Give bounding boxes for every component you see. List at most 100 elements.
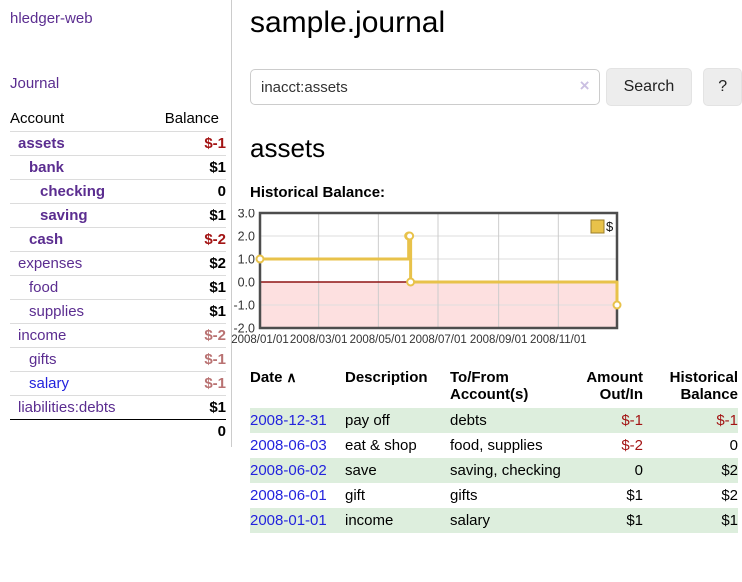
svg-text:3.0: 3.0 [238,209,255,221]
help-button[interactable]: ? [703,68,742,106]
svg-text:-2.0: -2.0 [233,322,255,336]
account-link[interactable]: liabilities:debts [18,399,116,416]
account-cell: gifts [10,348,118,372]
svg-text:-1.0: -1.0 [233,299,255,313]
account-link[interactable]: bank [29,159,65,176]
account-balance: $1 [209,279,226,296]
account-cell: liabilities:debts [10,396,118,420]
accounts-cell: food, supplies [450,437,543,454]
date-cell: 2008-06-01 [250,483,345,508]
account-row: gifts $-1 [10,347,226,372]
amount-cell: $1 [626,487,643,504]
account-link[interactable]: income [18,327,67,344]
register-table: Date ∧ Description To/From Account(s) Amount… [250,367,738,533]
account-link[interactable]: cash [29,231,64,248]
data-point-marker [405,231,415,241]
sidebar: hledger-web Journal Account Balance asse… [0,0,232,447]
register-col-label: Amount [586,369,643,386]
account-link[interactable]: supplies [29,303,85,320]
account-row: food $1 [10,275,226,300]
accounts-total-row: 0 [10,419,226,443]
chart-title: Historical Balance: [250,184,386,201]
date-link[interactable]: 2008-01-01 [250,512,327,529]
balance-cell: $-1 [716,412,738,429]
balance-cell: 0 [729,437,738,454]
register-col-header: Amount Out/In [572,367,643,408]
legend-swatch [590,219,605,234]
account-balance: $1 [209,159,226,176]
account-heading: assets [250,133,326,163]
register-col-header[interactable]: Date ∧ [250,367,345,408]
page-title: sample.journal [250,6,446,39]
amount-cell: $1 [626,512,643,529]
account-balance: $-1 [204,375,226,392]
account-link[interactable]: salary [29,375,70,392]
account-balance: $1 [209,399,226,416]
amount-cell: $-1 [621,412,643,429]
register-col-label: To/From [450,369,509,386]
accounts-cell: debts [450,412,487,429]
clear-search-icon[interactable]: × [579,76,590,95]
account-cell: bank [10,156,118,180]
date-link[interactable]: 2008-06-01 [250,487,327,504]
account-cell: salary [10,372,118,396]
search-button[interactable]: Search [605,68,693,106]
date-cell: 2008-06-02 [250,458,345,483]
account-link[interactable]: assets [18,135,65,152]
register-row: 2008-06-01 gift gifts $1 $2 [250,483,738,508]
data-point-marker [612,300,622,310]
account-cell: expenses [10,252,118,276]
amount-cell: $-2 [621,437,643,454]
search-input[interactable] [250,69,600,105]
account-link[interactable]: food [29,279,59,296]
account-row: bank $1 [10,155,226,180]
account-link[interactable]: saving [40,207,88,224]
account-link[interactable]: gifts [29,351,57,368]
register-col-header: Description [345,367,450,408]
account-balance: $-2 [204,327,226,344]
account-link[interactable]: expenses [18,255,83,272]
date-cell: 2008-01-01 [250,508,345,533]
register-col-label: Account(s) [450,386,529,403]
account-row: cash $-2 [10,227,226,252]
account-row: liabilities:debts $1 [10,395,226,420]
svg-text:1.0: 1.0 [238,253,255,267]
date-link[interactable]: 2008-06-02 [250,462,327,479]
description-cell: eat & shop [345,437,417,454]
svg-text:2008/03/01: 2008/03/01 [290,334,348,346]
account-link[interactable]: checking [40,183,106,200]
app-title-link[interactable]: hledger-web [10,10,93,27]
accounts-header-balance: Balance [164,110,219,127]
accounts-header-account: Account [10,110,65,127]
date-link[interactable]: 2008-06-03 [250,437,327,454]
search-box: × [250,69,600,105]
account-row: checking 0 [10,179,226,204]
accounts-total-value: 0 [118,419,226,443]
date-link[interactable]: 2008-12-31 [250,412,327,429]
account-row: expenses $2 [10,251,226,276]
register-body: 2008-12-31 pay off debts $-1 $-1 2008-06-03 ea… [250,408,738,533]
account-cell: assets [10,132,118,156]
register-col-label: Out/In [599,386,643,403]
account-balance: $1 [209,207,226,224]
accounts-table: Account Balance assets $-1 bank $1 checking 0… [10,106,226,443]
balance-cell: $2 [721,462,738,479]
balance-cell: $2 [721,487,738,504]
description-cell: gift [345,487,366,504]
accounts-cell: gifts [450,487,478,504]
nav-journal-link[interactable]: Journal [10,75,60,92]
description-cell: income [345,512,394,529]
svg-text:2008/09/01: 2008/09/01 [470,334,528,346]
account-balance: $1 [209,303,226,320]
description-cell: save [345,462,377,479]
svg-text:2008/11/01: 2008/11/01 [530,334,587,346]
account-cell: checking [10,180,118,204]
search-row: × Search ? [250,68,742,106]
date-cell: 2008-06-03 [250,433,345,458]
account-balance: $-1 [204,351,226,368]
register-header-row: Date ∧ Description To/From Account(s) Amount… [250,367,738,408]
main-content: sample.journal × Search ? assets Histori… [231,0,742,533]
data-point-marker [406,277,416,287]
register-col-label: Date ∧ [250,369,297,386]
account-row: assets $-1 [10,131,226,156]
